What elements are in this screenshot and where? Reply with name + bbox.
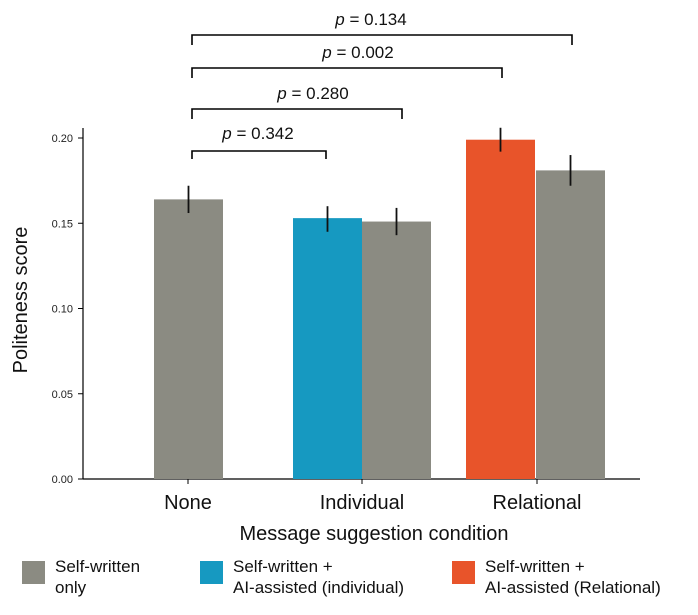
bar [466,139,535,479]
y-axis-title: Politeness score [10,227,32,374]
y-tick-label: 0.15 [52,218,73,230]
x-tick-label: Individual [320,492,405,514]
significance-bracket [191,150,327,159]
legend-swatch-orange [452,561,475,584]
x-tick-label: None [164,492,212,514]
significance-bracket [191,108,403,119]
bar-chart: 0.00 0.05 0.10 0.15 0.20 None Individual Relati… [10,10,640,545]
x-axis-title: Message suggestion condition [239,523,508,545]
bar [536,170,605,479]
bar [154,199,223,479]
legend: Self-written only Self-written + AI-assi… [0,552,698,612]
legend-item-ai-relational: Self-written + AI-assisted (Relational) [452,556,661,598]
x-tick-label: Relational [493,492,582,514]
p-value-label: p = 0.342 [221,124,293,143]
legend-label: Self-written + AI-assisted (Relational) [485,557,661,597]
legend-swatch-blue [200,561,223,584]
y-tick-label: 0.05 [52,389,73,401]
y-tick-label: 0.00 [52,474,73,486]
y-tick-label: 0.10 [52,304,73,316]
legend-label: Self-written only [55,557,141,597]
bar [362,221,431,480]
p-value-label: p = 0.002 [321,43,393,62]
p-value-label: p = 0.134 [334,10,406,29]
y-tick-label: 0.20 [52,133,73,145]
legend-item-ai-individual: Self-written + AI-assisted (individual) [200,556,404,598]
significance-bracket [191,34,573,45]
legend-item-self-written-only: Self-written only [22,556,140,598]
legend-label: Self-written + AI-assisted (individual) [233,557,405,597]
legend-swatch-gray [22,561,45,584]
significance-bracket [191,67,503,78]
bar [293,218,362,479]
p-value-label: p = 0.280 [276,84,348,103]
